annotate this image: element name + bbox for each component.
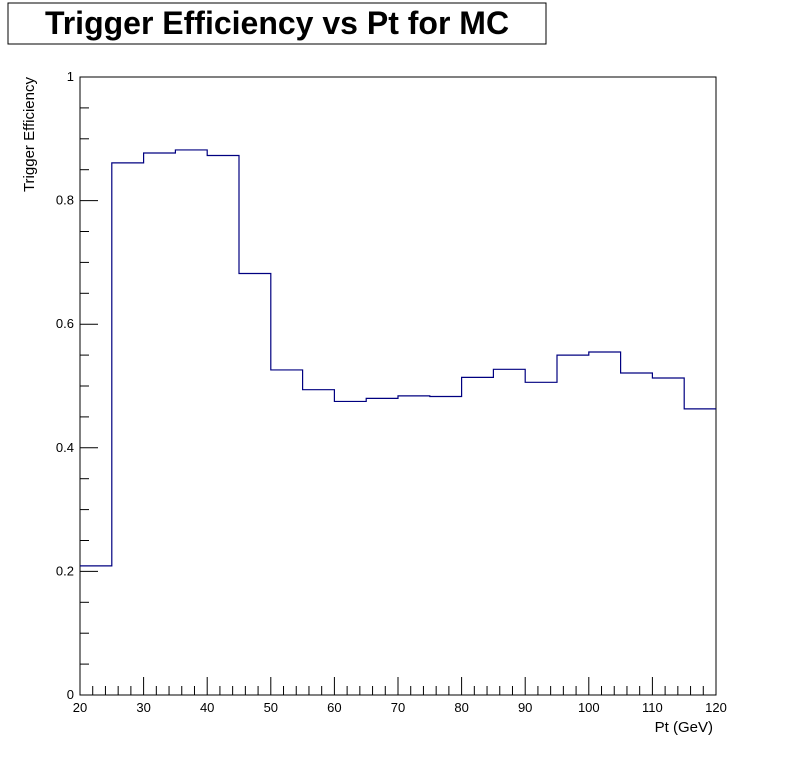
x-tick-label: 40 bbox=[200, 700, 214, 715]
y-tick-label: 0.4 bbox=[56, 440, 74, 455]
y-tick-label: 1 bbox=[67, 69, 74, 84]
x-tick-label: 100 bbox=[578, 700, 600, 715]
x-tick-label: 110 bbox=[642, 700, 663, 715]
y-tick-label: 0.8 bbox=[56, 193, 74, 208]
y-axis-tick-labels: 0 0.2 0.4 0.6 0.8 1 bbox=[56, 69, 74, 702]
x-tick-label: 60 bbox=[327, 700, 341, 715]
y-tick-label: 0.2 bbox=[56, 563, 74, 578]
chart-title: Trigger Efficiency vs Pt for MC bbox=[45, 5, 509, 41]
x-tick-label: 120 bbox=[705, 700, 727, 715]
x-axis-tick-labels: 20 30 40 50 60 70 80 90 100 110 120 bbox=[73, 700, 727, 715]
title-box bbox=[7, 2, 547, 45]
x-axis-label: Pt (GeV) bbox=[655, 719, 713, 736]
x-tick-label: 30 bbox=[136, 700, 150, 715]
x-tick-label: 70 bbox=[391, 700, 405, 715]
plot-frame bbox=[79, 76, 717, 696]
y-axis-ticks bbox=[80, 76, 98, 696]
x-tick-label: 50 bbox=[264, 700, 278, 715]
x-tick-label: 20 bbox=[73, 700, 87, 715]
y-tick-label: 0 bbox=[67, 687, 74, 702]
y-axis-label: Trigger Efficiency bbox=[21, 77, 38, 193]
x-tick-label: 90 bbox=[518, 700, 532, 715]
efficiency-histogram-line bbox=[80, 149, 716, 567]
x-tick-label: 80 bbox=[454, 700, 468, 715]
y-tick-label: 0.6 bbox=[56, 316, 74, 331]
x-axis-ticks bbox=[79, 677, 717, 695]
